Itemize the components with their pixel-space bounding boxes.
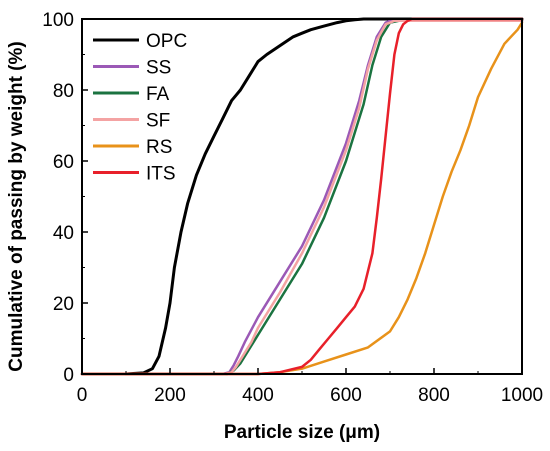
x-tick-label: 0 — [77, 385, 88, 406]
y-tick-label: 100 — [42, 10, 74, 31]
x-tick-label: 1000 — [501, 385, 543, 406]
y-tick-label: 0 — [63, 365, 74, 386]
legend: OPC SS FA SF RS ITS — [93, 31, 187, 185]
legend-label-sf: SF — [146, 111, 170, 132]
y-tick-label: 80 — [53, 81, 74, 102]
legend-label-its: ITS — [146, 164, 176, 185]
y-axis: 0 20 40 60 80 100 — [42, 10, 88, 386]
y-tick-label: 60 — [53, 152, 74, 173]
x-axis: 0 200 400 600 800 1000 — [77, 368, 543, 406]
x-tick-label: 400 — [242, 385, 274, 406]
series-line-sf — [80, 19, 524, 376]
y-axis-title: Cumulative of passing by weight (%) — [6, 41, 27, 371]
y-tick-label: 40 — [53, 223, 74, 244]
series-line-rs — [80, 21, 524, 376]
x-tick-label: 200 — [154, 385, 186, 406]
x-axis-title: Particle size (μm) — [224, 422, 380, 443]
legend-label-fa: FA — [146, 84, 170, 105]
series-line-its — [80, 17, 524, 376]
legend-label-ss: SS — [146, 58, 171, 79]
y-tick-label: 20 — [53, 294, 74, 315]
series-line-ss — [80, 19, 524, 376]
series-line-opc — [124, 17, 524, 376]
legend-label-opc: OPC — [146, 31, 187, 52]
legend-label-rs: RS — [146, 137, 172, 158]
x-tick-label: 800 — [418, 385, 450, 406]
x-tick-label: 600 — [330, 385, 362, 406]
